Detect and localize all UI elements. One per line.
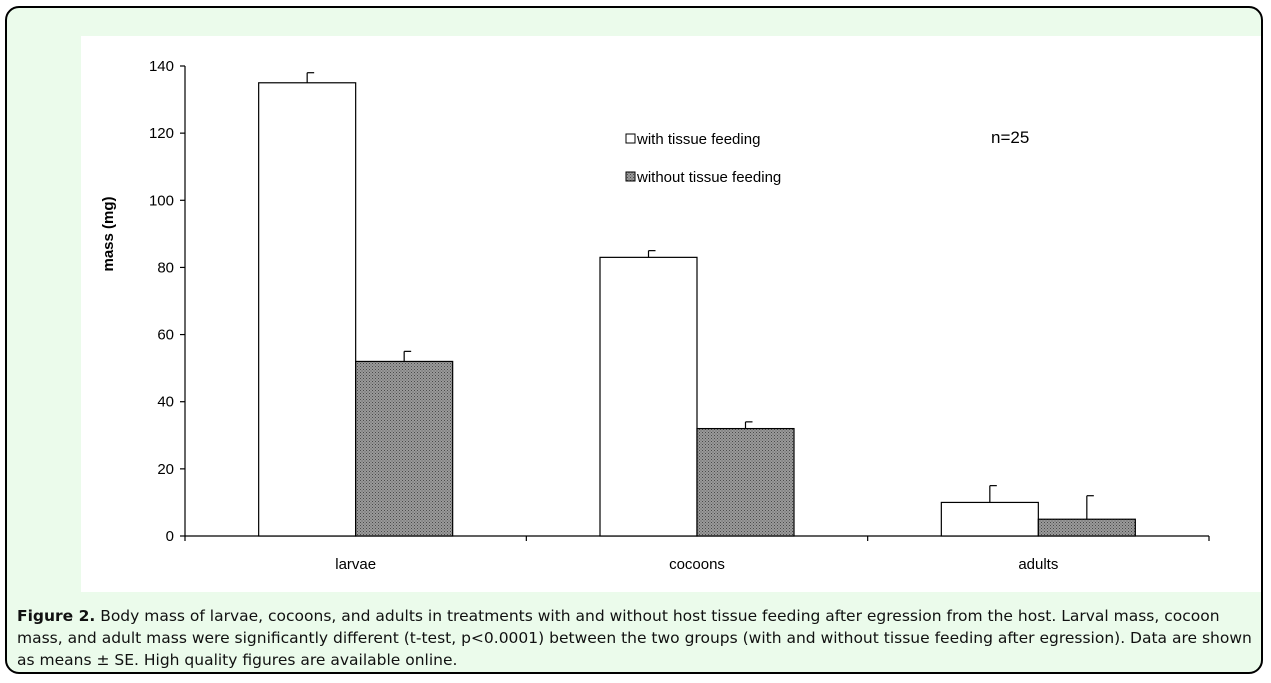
legend-swatch-with — [625, 133, 636, 144]
sample-size-annotation: n=25 — [991, 128, 1029, 147]
caption-label: Figure 2. — [17, 607, 96, 625]
bar-without-adults — [1037, 518, 1136, 537]
bars — [258, 72, 1136, 537]
x-ticks: larvae cocoons adults — [184, 536, 1210, 573]
y-ticks: 0 20 40 60 80 100 120 140 — [149, 58, 185, 545]
bar-with-cocoons — [599, 256, 698, 537]
y-tick-label: 100 — [149, 192, 174, 209]
bar-without-cocoons — [696, 427, 795, 537]
x-category-label: cocoons — [669, 556, 725, 573]
caption-text: Body mass of larvae, cocoons, and adults… — [17, 607, 1252, 669]
y-axis-label: mass (mg) — [100, 196, 117, 271]
bar-with-larvae — [258, 82, 357, 537]
x-category-label: adults — [1018, 556, 1058, 573]
legend: with tissue feeding without tissue feedi… — [625, 131, 781, 186]
y-tick-label: 80 — [157, 259, 174, 276]
legend-label-with: with tissue feeding — [636, 131, 760, 148]
x-category-label: larvae — [335, 556, 376, 573]
y-tick-label: 60 — [157, 327, 174, 344]
figure-frame: 0 20 40 60 80 100 120 140 larvae cocoons adults m… — [5, 6, 1263, 674]
y-tick-label: 0 — [166, 528, 174, 545]
y-tick-label: 140 — [149, 58, 174, 75]
y-tick-label: 40 — [157, 394, 174, 411]
legend-label-without: without tissue feeding — [636, 169, 781, 186]
y-tick-label: 120 — [149, 125, 174, 142]
chart-area: 0 20 40 60 80 100 120 140 larvae cocoons adults m… — [81, 36, 1261, 592]
bar-with-adults — [940, 501, 1039, 537]
legend-swatch-without — [625, 171, 636, 182]
bar-chart: 0 20 40 60 80 100 120 140 larvae cocoons adults m… — [100, 58, 1210, 573]
bar-without-larvae — [355, 360, 454, 537]
figure-caption: Figure 2. Body mass of larvae, cocoons, … — [17, 605, 1257, 671]
y-tick-label: 20 — [157, 461, 174, 478]
